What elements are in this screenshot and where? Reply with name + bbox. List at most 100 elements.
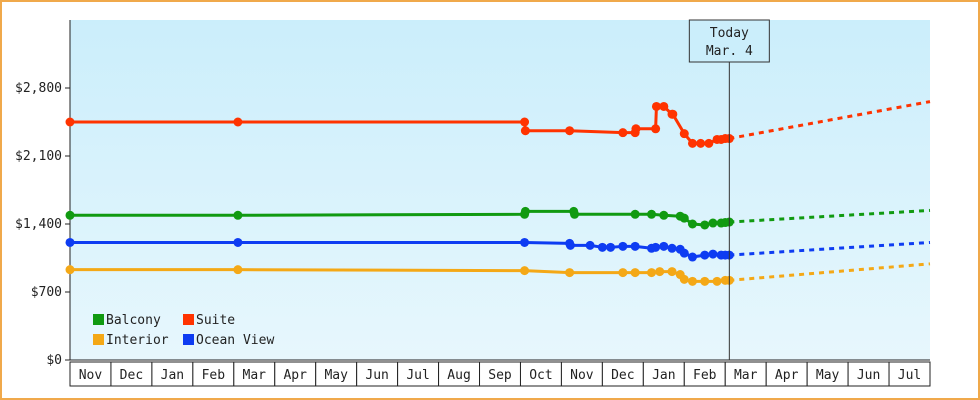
y-tick-label: $2,800 xyxy=(15,81,62,96)
data-point-balcony xyxy=(647,209,657,219)
month-cell xyxy=(274,361,317,387)
data-point-ocean-view xyxy=(65,237,75,247)
x-tick-label: Nov xyxy=(570,368,594,383)
data-point-interior xyxy=(618,268,628,278)
data-point-suite xyxy=(631,124,641,134)
data-point-suite xyxy=(233,117,243,127)
x-tick-label: Apr xyxy=(283,368,307,383)
data-point-balcony xyxy=(659,210,669,220)
data-point-balcony xyxy=(233,210,243,220)
month-cell xyxy=(765,361,808,387)
y-tick-label: $1,400 xyxy=(15,217,62,232)
data-point-ocean-view xyxy=(520,237,530,247)
data-point-suite xyxy=(704,138,714,148)
axes: $0 $700 $1,400 $2,100 $2,800 Nov Dec Jan Feb Mar A… xyxy=(15,20,931,387)
data-point-interior xyxy=(700,276,710,286)
data-point-ocean-view xyxy=(233,237,243,247)
x-tick-label: Sep xyxy=(488,368,512,383)
x-tick-label: Mar xyxy=(243,368,267,383)
x-tick-label: Jan xyxy=(652,368,675,383)
y-tick-label: $0 xyxy=(46,353,62,368)
data-point-ocean-view xyxy=(667,243,677,253)
month-cell xyxy=(806,361,849,387)
series-projection-balcony xyxy=(729,208,931,224)
x-tick-label: Jan xyxy=(161,368,184,383)
data-point-suite xyxy=(679,129,689,139)
data-point-suite xyxy=(687,138,697,148)
month-cell xyxy=(519,361,562,387)
x-tick-label: Mar xyxy=(734,368,758,383)
data-point-suite xyxy=(696,138,706,148)
x-tick-label: Feb xyxy=(693,368,717,383)
data-point-suite xyxy=(520,126,530,136)
x-tick-label: Oct xyxy=(529,368,552,383)
x-tick-label: Jul xyxy=(406,368,429,383)
data-point-ocean-view xyxy=(597,242,607,252)
data-point-interior xyxy=(655,267,665,277)
y-tick-label: $700 xyxy=(31,285,62,300)
legend-label-balcony: Balcony xyxy=(106,313,161,328)
month-cell xyxy=(847,361,890,387)
x-tick-label: May xyxy=(324,368,348,383)
data-point-interior xyxy=(65,265,75,275)
data-point-ocean-view xyxy=(687,252,697,262)
data-point-suite xyxy=(618,128,628,138)
plot-area xyxy=(70,20,930,360)
data-point-ocean-view xyxy=(630,241,640,251)
x-tick-label: Feb xyxy=(202,368,226,383)
data-point-suite xyxy=(659,101,669,111)
month-cell xyxy=(110,361,153,387)
month-cell xyxy=(233,361,276,387)
data-point-interior xyxy=(233,265,243,275)
data-point-suite xyxy=(520,117,530,127)
data-point-interior xyxy=(630,268,640,278)
today-box xyxy=(688,19,770,63)
month-cell xyxy=(888,361,931,387)
data-point-interior xyxy=(647,268,657,278)
data-point-ocean-view xyxy=(659,241,669,251)
x-tick-label: Jul xyxy=(898,368,921,383)
x-tick-label: Aug xyxy=(447,368,470,383)
data-point-balcony xyxy=(679,213,689,223)
x-tick-label: Dec xyxy=(611,368,634,383)
legend-swatch-ocean-view xyxy=(183,334,194,345)
month-cell xyxy=(479,361,521,387)
today-marker: Today Mar. 4 xyxy=(688,19,770,360)
legend-label-ocean-view: Ocean View xyxy=(196,333,274,348)
data-point-ocean-view xyxy=(679,248,689,258)
legend-swatch-balcony xyxy=(93,314,104,325)
month-cell xyxy=(192,361,235,387)
x-tick-label: Dec xyxy=(120,368,143,383)
series-layer xyxy=(65,100,931,286)
data-point-interior xyxy=(667,267,677,277)
data-point-balcony xyxy=(570,209,580,219)
legend-swatch-suite xyxy=(183,314,194,325)
data-point-ocean-view xyxy=(651,242,661,252)
month-cell xyxy=(642,361,685,387)
today-label: Today xyxy=(710,26,749,41)
series-line-interior xyxy=(70,268,730,283)
data-point-interior xyxy=(565,268,575,278)
x-tick-label: Jun xyxy=(365,368,388,383)
legend-label-interior: Interior xyxy=(106,333,169,348)
x-tick-label: Nov xyxy=(79,368,103,383)
data-point-ocean-view xyxy=(700,250,710,260)
legend: Balcony Suite Interior Ocean View xyxy=(93,313,274,348)
month-cell xyxy=(356,361,399,387)
data-point-interior xyxy=(520,266,530,276)
data-point-ocean-view xyxy=(708,249,718,259)
legend-label-suite: Suite xyxy=(196,313,235,328)
data-point-balcony xyxy=(687,219,697,229)
series-projection-ocean-view xyxy=(729,240,931,257)
data-point-suite xyxy=(651,124,661,134)
series-projection-interior xyxy=(729,262,931,282)
data-point-interior xyxy=(679,274,689,284)
data-point-suite xyxy=(565,126,575,136)
data-point-interior xyxy=(712,276,722,286)
data-point-ocean-view xyxy=(565,240,575,250)
data-point-balcony xyxy=(708,218,718,228)
month-cell xyxy=(151,361,194,387)
month-cell xyxy=(315,361,358,387)
data-point-suite xyxy=(651,101,661,111)
